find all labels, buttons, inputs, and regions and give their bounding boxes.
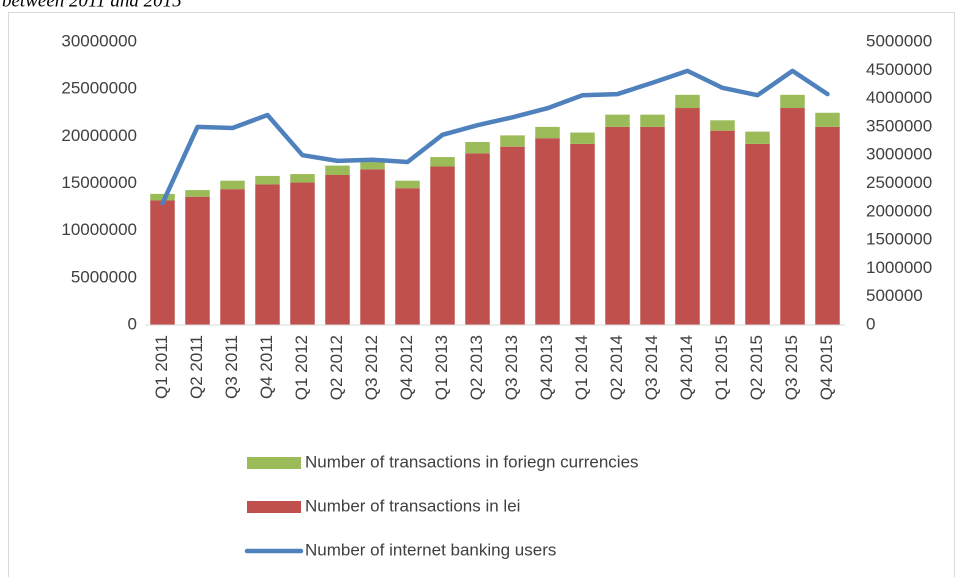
y2-tick-label: 4000000 (866, 88, 932, 107)
x-tick-label: Q1 2014 (572, 335, 591, 400)
bar-segment (360, 161, 385, 170)
bar-segment (780, 94, 805, 109)
bar-segment (185, 190, 210, 197)
legend-swatch (247, 501, 301, 513)
bar-segment (605, 126, 630, 326)
bar-segment (675, 108, 700, 326)
bar-segment (150, 193, 175, 201)
bar-segment (255, 175, 280, 185)
bar-segment (220, 189, 245, 325)
bar-segment (220, 180, 245, 190)
legend-swatch (247, 457, 301, 469)
bar-segment (185, 196, 210, 325)
y2-tick-label: 4500000 (866, 60, 932, 79)
bar-segment (395, 180, 420, 189)
bar-segment (430, 166, 455, 325)
x-tick-label: Q2 2015 (747, 335, 766, 400)
y2-tick-label: 2500000 (866, 173, 932, 192)
x-tick-label: Q4 2011 (257, 335, 276, 399)
y2-tick-label: 1000000 (866, 258, 932, 277)
x-tick-label: Q1 2013 (432, 335, 451, 400)
x-tick-label: Q4 2013 (537, 335, 556, 400)
y2-tick-label: 3000000 (866, 145, 932, 164)
x-tick-label: Q2 2013 (467, 335, 486, 400)
y-tick-label: 30000000 (61, 31, 137, 50)
x-tick-label: Q3 2011 (222, 335, 241, 399)
bar-segment (780, 108, 805, 326)
bar-segment (290, 174, 315, 183)
bar-segment (255, 184, 280, 325)
bar-segment (570, 143, 595, 325)
bar-segment (500, 135, 525, 147)
x-tick-label: Q3 2014 (642, 335, 661, 400)
y-tick-label: 10000000 (61, 220, 137, 239)
bar-segment (675, 94, 700, 109)
x-tick-label: Q4 2015 (817, 335, 836, 400)
bar-segment (605, 114, 630, 127)
bar-segment (360, 169, 385, 325)
y-tick-label: 5000000 (71, 267, 137, 286)
y2-tick-label: 0 (866, 314, 875, 333)
y2-tick-label: 1500000 (866, 230, 932, 249)
bar-segment (325, 165, 350, 176)
x-tick-label: Q4 2012 (397, 335, 416, 400)
x-tick-label: Q1 2011 (152, 335, 171, 399)
bar-segment (535, 138, 560, 325)
y2-tick-label: 500000 (866, 286, 923, 305)
bar-segment (745, 131, 770, 144)
bar-segment (500, 146, 525, 325)
bar-segment (640, 114, 665, 127)
y-tick-label: 0 (128, 314, 137, 333)
bar-segment (710, 120, 735, 131)
legend-label: Number of transactions in foriegn curren… (305, 452, 639, 471)
y2-tick-label: 3500000 (866, 116, 932, 135)
legend-label: Number of transactions in lei (305, 496, 520, 515)
bar-segment (815, 112, 840, 127)
x-tick-label: Q2 2012 (327, 335, 346, 400)
bar-segment (640, 126, 665, 326)
bar-segment (815, 126, 840, 326)
x-tick-label: Q3 2015 (782, 335, 801, 400)
x-tick-label: Q2 2014 (607, 335, 626, 400)
bar-segment (570, 132, 595, 144)
legend-label: Number of internet banking users (305, 540, 556, 559)
bar-segment (325, 175, 350, 325)
bar-segment (465, 153, 490, 325)
x-tick-label: Q3 2012 (362, 335, 381, 400)
bar-segment (395, 188, 420, 325)
y-tick-label: 25000000 (61, 79, 137, 98)
y-tick-label: 20000000 (61, 126, 137, 145)
bar-segment (290, 182, 315, 325)
y2-tick-label: 5000000 (866, 31, 932, 50)
x-tick-label: Q4 2014 (677, 335, 696, 400)
x-tick-label: Q1 2015 (712, 335, 731, 400)
bar-segment (745, 143, 770, 325)
caption: between 2011 and 2015 (2, 0, 182, 11)
x-tick-label: Q2 2011 (187, 335, 206, 399)
bar-segment (710, 130, 735, 325)
x-tick-label: Q3 2013 (502, 335, 521, 400)
bar-segment (465, 141, 490, 154)
bar-segment (430, 157, 455, 167)
line (160, 68, 830, 206)
bar-segment (535, 126, 560, 139)
y-tick-label: 15000000 (61, 173, 137, 192)
bar-segment (150, 200, 175, 325)
y2-tick-label: 2000000 (866, 201, 932, 220)
x-tick-label: Q1 2012 (292, 335, 311, 400)
